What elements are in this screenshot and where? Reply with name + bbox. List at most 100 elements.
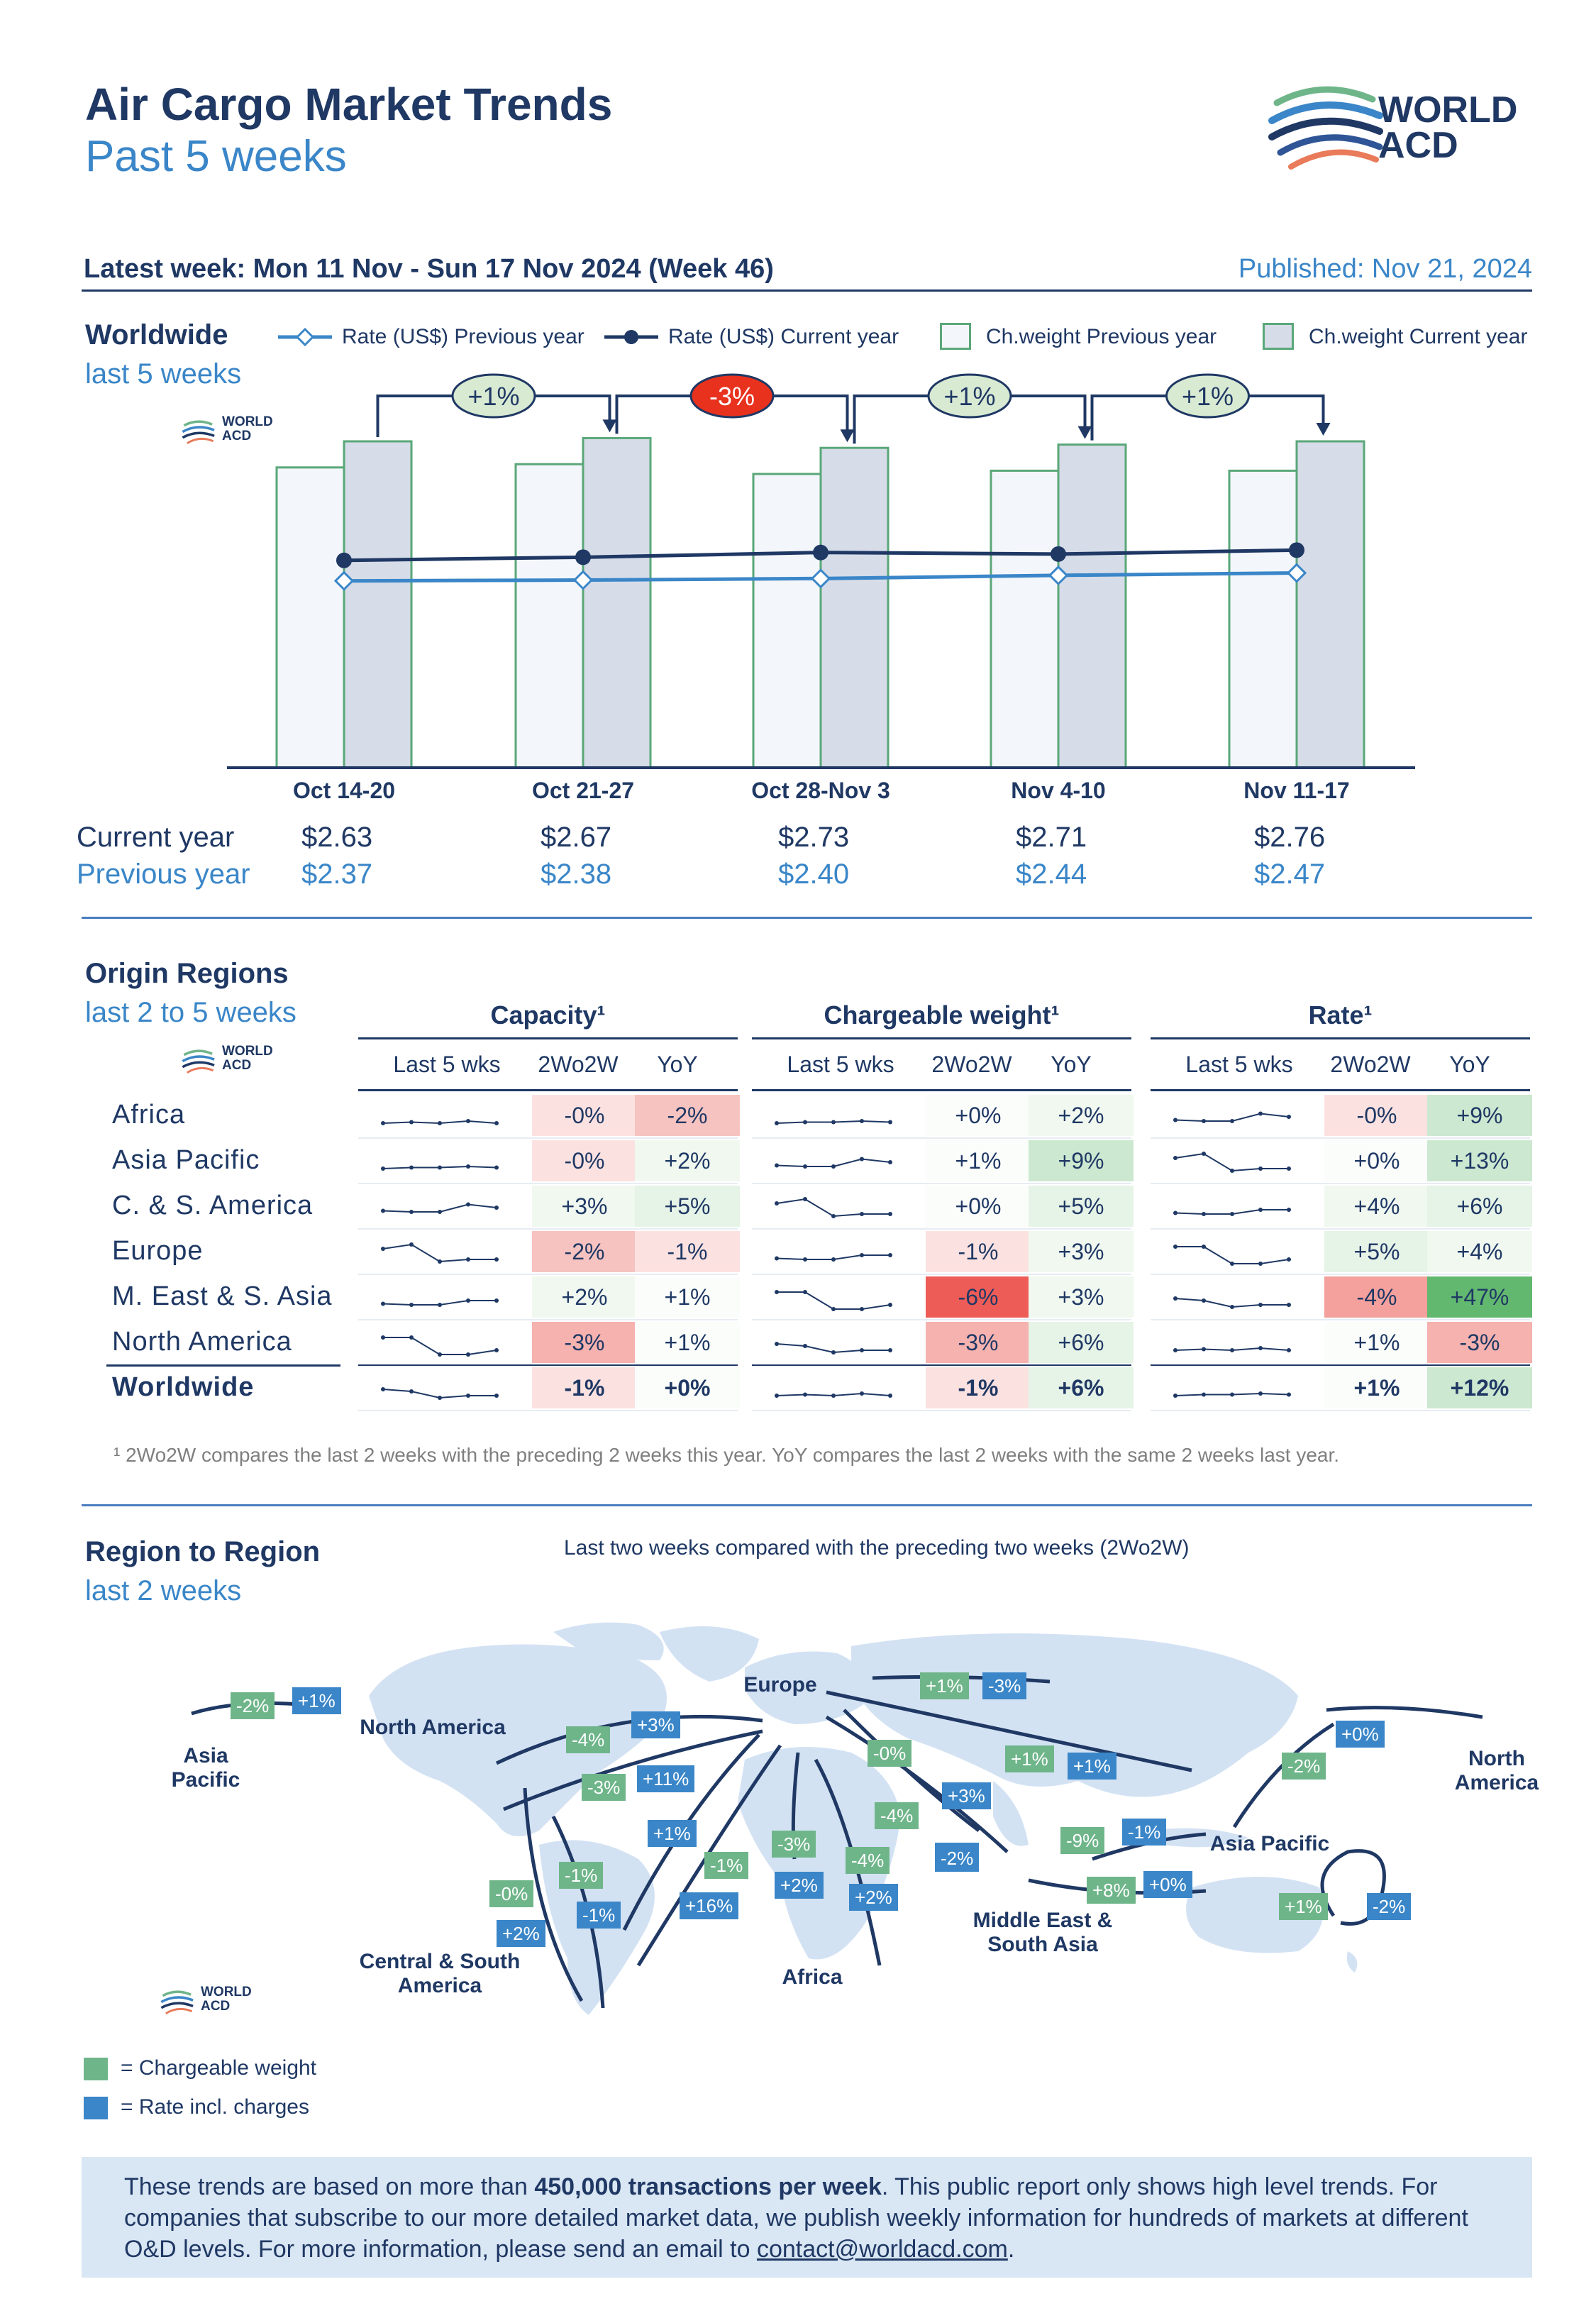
cw-change-tag: +1% <box>920 1672 969 1699</box>
sparkline-dot <box>438 1259 442 1264</box>
row-rule <box>752 1410 1131 1411</box>
cw-change-tag: +1% <box>1005 1745 1054 1772</box>
sparkline-dot <box>775 1163 779 1168</box>
worldwide-title: Worldwide <box>85 319 228 351</box>
sparkline-dot <box>1202 1298 1206 1303</box>
cw-change-tag: -0% <box>868 1740 912 1767</box>
sparkline-dot <box>466 1202 470 1207</box>
sparkline-dot <box>860 1157 864 1162</box>
change-label: +1% <box>1182 382 1234 411</box>
change-bubble <box>689 373 775 419</box>
group-header: Chargeable weight¹ <box>824 1000 1060 1030</box>
sparkline-dot <box>1287 1208 1291 1212</box>
sparkline-dot <box>1202 1347 1206 1352</box>
legend-rate-label: = Rate incl. charges <box>121 2095 309 2119</box>
sparkline <box>775 1119 892 1125</box>
value-cell: +3% <box>532 1186 637 1227</box>
sparkline-dot <box>831 1394 836 1398</box>
sparkline-dot <box>494 1206 499 1210</box>
row-rule <box>752 1137 1131 1139</box>
sparkline-dot <box>466 1298 470 1303</box>
sparkline-dot <box>409 1210 414 1214</box>
row-rule <box>358 1183 738 1184</box>
value-cell: +5% <box>635 1186 740 1227</box>
row-label: North America <box>112 1327 292 1357</box>
sparkline <box>1173 1391 1291 1398</box>
r2r-caption: Last two weeks compared with the precedi… <box>564 1536 1190 1560</box>
sparkline-dot <box>1258 1208 1263 1212</box>
row-rule <box>1151 1319 1530 1320</box>
logo-word-1: WORLD <box>1378 89 1518 131</box>
value-cell: +12% <box>1427 1367 1532 1408</box>
x-tick-label: Nov 11-17 <box>1243 778 1349 803</box>
contact-email-link[interactable]: contact@worldacd.com <box>756 2236 1008 2263</box>
rate-change-tag: +2% <box>497 1920 545 1947</box>
r2r-title: Region to Region <box>85 1536 321 1567</box>
group-header-rule <box>1151 1089 1530 1091</box>
cw-change-tag: -4% <box>875 1802 919 1829</box>
value-cell: +1% <box>635 1276 740 1318</box>
sparkline-dot <box>831 1164 836 1169</box>
rate-cur-point <box>1051 546 1066 562</box>
sparkline <box>1173 1208 1291 1216</box>
route-arrow <box>1326 1706 1483 1719</box>
sparkline-dot <box>888 1348 892 1352</box>
sparkline-dot <box>409 1165 414 1170</box>
row-rule <box>358 1364 738 1366</box>
sparkline-dot <box>775 1256 779 1261</box>
bar-cw-prev <box>275 466 345 769</box>
value-cell: +47% <box>1427 1276 1532 1318</box>
sparkline-dot <box>803 1197 807 1201</box>
sparkline-dot <box>1258 1303 1263 1307</box>
value-cell: -1% <box>635 1231 740 1272</box>
value-cell: +6% <box>1427 1186 1532 1227</box>
value-cell: +6% <box>1029 1367 1134 1408</box>
sparkline-dot <box>381 1335 385 1340</box>
rate-prev-point <box>1286 563 1307 583</box>
value-cell: +2% <box>532 1276 637 1318</box>
sparkline-dot <box>1230 1119 1234 1123</box>
value-cell: -1% <box>926 1231 1031 1272</box>
sparkline-dot <box>466 1352 470 1357</box>
row-rule <box>358 1228 738 1230</box>
sparkline <box>1173 1245 1291 1266</box>
rate-change-tag: +3% <box>631 1711 680 1738</box>
sparkline-dot <box>1173 1245 1177 1249</box>
cw-change-tag: -4% <box>846 1847 890 1874</box>
current-year-rate: $2.63 <box>301 822 373 853</box>
group-underline <box>1151 1037 1530 1039</box>
sparkline-dot <box>775 1394 779 1398</box>
column-header: YoY <box>1051 1052 1092 1077</box>
value-cell: +1% <box>926 1140 1031 1181</box>
worldwide-subtitle: last 5 weeks <box>85 358 242 390</box>
route-arrow <box>1232 1722 1335 1828</box>
value-cell: -3% <box>926 1322 1031 1363</box>
row-rule <box>358 1274 738 1275</box>
value-cell: +5% <box>1324 1231 1429 1272</box>
sparkline-dot <box>494 1257 499 1262</box>
column-header: Last 5 wks <box>787 1052 894 1077</box>
sparkline-dot <box>1202 1392 1206 1397</box>
row-label: Asia Pacific <box>112 1145 260 1175</box>
legend-cw-label: = Chargeable weight <box>121 2056 317 2080</box>
column-header: 2Wo2W <box>931 1052 1012 1077</box>
row-label: Europe <box>112 1236 204 1266</box>
row-rule <box>1151 1137 1530 1139</box>
row-label: M. East & S. Asia <box>112 1281 333 1311</box>
bar-cw-cur <box>819 446 890 769</box>
sparkline-dot <box>1258 1262 1263 1266</box>
sparkline-dot <box>1258 1111 1263 1116</box>
group-underline <box>358 1037 738 1039</box>
value-cell: +1% <box>635 1322 740 1363</box>
rate-change-tag: +0% <box>1336 1721 1385 1748</box>
bar-cw-cur <box>1295 440 1365 769</box>
previous-year-rate: $2.44 <box>1016 859 1087 890</box>
legend-rate-swatch <box>84 2097 108 2119</box>
current-year-rate: $2.76 <box>1254 822 1326 853</box>
value-cell: -1% <box>532 1367 637 1408</box>
bar-cw-prev <box>752 473 822 769</box>
sparkline-dot <box>1202 1212 1206 1216</box>
sparkline-dot <box>1230 1262 1234 1266</box>
row-label: C. & S. America <box>112 1191 314 1220</box>
sparkline-dot <box>466 1394 470 1398</box>
